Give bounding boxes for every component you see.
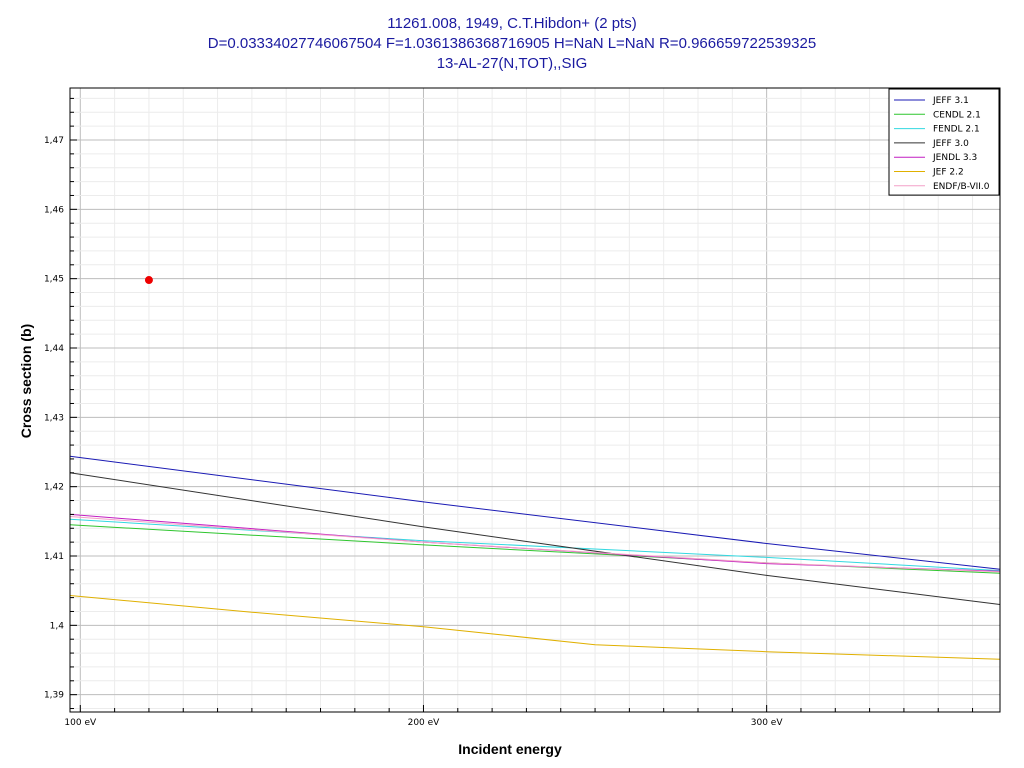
legend-label: FENDL 2.1 — [933, 125, 980, 135]
series-line — [69, 518, 1001, 572]
y-axis-title: Cross section (b) — [18, 323, 34, 439]
x-tick-label: 300 eV — [751, 718, 784, 728]
chart-subtitle-stats: D=0.03334027746067504 F=1.03613863687169… — [207, 35, 817, 52]
chart-title: 11261.008, 1949, C.T.Hibdon+ (2 pts) — [387, 15, 637, 32]
y-tick-label: 1,43 — [44, 413, 64, 423]
legend-label: CENDL 2.1 — [933, 110, 981, 120]
legend-label: JEFF 3.1 — [932, 96, 969, 106]
data-points — [144, 276, 153, 285]
grid — [70, 88, 1000, 712]
y-tick-label: 1,45 — [44, 275, 64, 285]
series-line — [69, 524, 1001, 574]
legend-box — [888, 88, 1000, 196]
series-lines — [69, 455, 1001, 660]
plot-border — [69, 87, 1001, 713]
y-tick-label: 1,4 — [50, 621, 65, 631]
series-line — [69, 472, 1001, 605]
series-line — [69, 455, 1001, 570]
x-tick-label: 200 eV — [408, 718, 441, 728]
y-tick-label: 1,44 — [44, 344, 64, 354]
series-line — [69, 516, 1001, 573]
legend-label: ENDF/B-VII.0 — [933, 182, 990, 192]
y-tick-label: 1,46 — [44, 205, 64, 215]
data-point — [144, 276, 153, 285]
x-axis-title: Incident energy — [458, 741, 562, 757]
legend[interactable]: JEFF 3.1 CENDL 2.1 FENDL 2.1 JEFF 3.0 JENDL … — [888, 88, 1000, 196]
y-tick-label: 1,41 — [44, 552, 64, 562]
y-tick-label: 1,39 — [44, 691, 64, 701]
x-tick-label: 100 eV — [64, 718, 97, 728]
series-line — [69, 595, 1001, 660]
y-tick-label: 1,47 — [44, 136, 64, 146]
legend-label: JENDL 3.3 — [932, 153, 977, 163]
legend-label: JEFF 3.0 — [932, 139, 969, 149]
y-tick-label: 1,42 — [44, 483, 64, 493]
chart-subtitle-reaction: 13-AL-27(N,TOT),,SIG — [436, 55, 588, 72]
axes: 100 eV 200 eV 300 eV 1,39 1,4 1,41 1,42 1,43 1,4… — [44, 97, 974, 728]
legend-label: JEF 2.2 — [932, 168, 964, 178]
